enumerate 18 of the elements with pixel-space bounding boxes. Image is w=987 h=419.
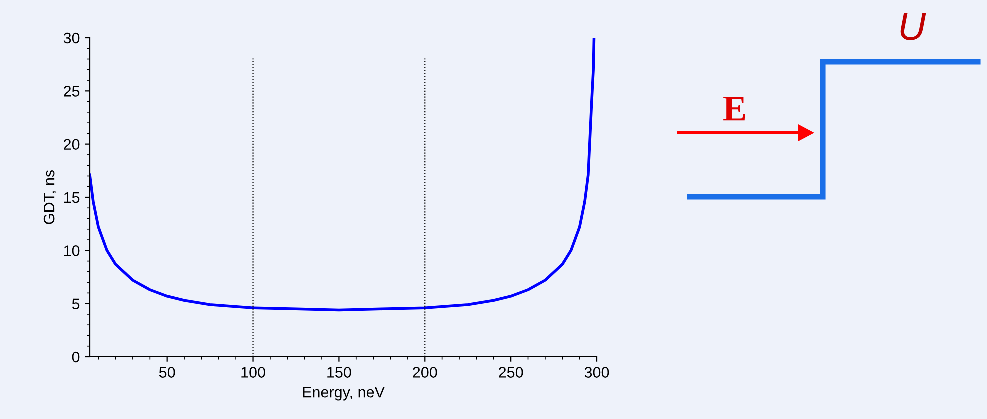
x-tick-label: 150	[328, 367, 352, 378]
y-tick-label: 20	[64, 139, 80, 150]
y-tick-label: 5	[72, 298, 80, 310]
y-tick-label: 25	[64, 86, 80, 97]
y-tick-label: 0	[72, 352, 80, 363]
x-tick-label: 250	[499, 367, 524, 378]
x-axis-title: Energy, neV	[303, 387, 385, 401]
y-axis-title: GDT, ns	[44, 170, 57, 224]
y-tick-label: 10	[64, 246, 80, 256]
x-tick-label: 300	[584, 367, 610, 378]
x-tick-label: 200	[413, 367, 438, 378]
y-tick-label: 15	[64, 192, 80, 204]
x-tick-label: 100	[242, 367, 266, 378]
x-tick-label: 50	[159, 367, 176, 378]
text: U	[900, 13, 926, 40]
y-tick-label: 30	[64, 32, 80, 44]
text: E	[724, 97, 746, 121]
line-series	[90, 38, 596, 312]
